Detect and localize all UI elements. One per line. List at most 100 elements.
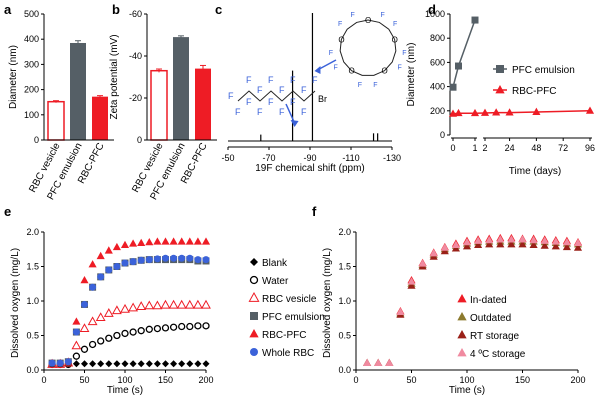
pfob-fluorine-label: F: [246, 97, 252, 107]
x-tick-label: 0: [450, 143, 455, 153]
x-tick-label: 100: [117, 375, 132, 385]
data-point: [145, 360, 153, 368]
data-point: [176, 299, 187, 309]
data-point: [145, 256, 153, 264]
data-point: [192, 299, 203, 309]
data-point: [72, 352, 81, 360]
y-axis-label: Diameter (nm): [8, 45, 19, 109]
data-point: [64, 358, 72, 366]
data-point: [462, 242, 472, 250]
data-point: [80, 345, 89, 353]
pfob-fluorine-label: F: [279, 107, 285, 117]
data-point: [87, 316, 98, 326]
x-axis-label: 19F chemical shift (ppm): [255, 163, 364, 174]
x-axis-label: Time (days): [509, 166, 561, 177]
x-tick-label: 0: [353, 375, 358, 385]
y-tick-label: 300: [24, 59, 39, 69]
pfob-fluorine-label: F: [257, 107, 263, 117]
data-point: [169, 323, 178, 331]
x-tick-label: -90: [303, 153, 316, 163]
legend-marker: [250, 258, 258, 266]
data-point: [153, 360, 161, 368]
crown-ring: [339, 19, 397, 76]
data-point: [112, 242, 121, 251]
data-point: [97, 273, 105, 281]
data-point: [161, 237, 170, 245]
legend-label: RT storage: [470, 331, 520, 342]
data-point: [88, 340, 97, 349]
data-point: [518, 235, 527, 243]
pfob-fluorine-label: F: [279, 85, 285, 95]
data-point: [202, 360, 210, 368]
data-point: [485, 235, 494, 244]
data-point: [152, 300, 163, 310]
data-point: [153, 237, 162, 245]
data-point: [169, 237, 178, 245]
data-point: [449, 83, 457, 91]
data-point: [89, 360, 97, 368]
pfob-bromine-label: Br: [318, 94, 327, 104]
legend-marker: [249, 329, 259, 338]
data-point: [170, 254, 178, 262]
y-tick-label: 0: [440, 130, 445, 140]
crown-fluorine-label: F: [333, 65, 337, 72]
y-tick-label: 2.0: [338, 227, 351, 237]
y-tick-label: 1.5: [338, 262, 351, 272]
legend-marker: [457, 312, 467, 321]
x-tick-label: 50: [79, 375, 89, 385]
data-point: [177, 237, 186, 245]
data-point: [120, 240, 130, 249]
data-point: [396, 307, 405, 315]
legend-marker: [457, 348, 467, 357]
pfob-arrow: [285, 103, 296, 124]
y-tick-label: -60: [129, 9, 142, 19]
data-point: [505, 108, 514, 116]
data-point: [474, 240, 483, 249]
data-point: [193, 237, 202, 245]
crown-arrow: [317, 59, 337, 71]
data-point: [80, 275, 89, 284]
data-point: [385, 358, 394, 367]
data-point: [202, 322, 210, 330]
data-point: [162, 360, 169, 368]
crown-fluorine-label: F: [338, 21, 342, 28]
x-tick-label: 2: [482, 143, 487, 153]
legend-marker: [249, 275, 259, 285]
legend-marker: [496, 65, 504, 73]
data-point: [363, 358, 372, 367]
data-point: [448, 109, 458, 117]
data-point: [202, 256, 210, 264]
data-point: [573, 243, 583, 251]
legend-label: PFC emulsion: [262, 312, 325, 323]
data-point: [185, 237, 194, 245]
data-point: [97, 337, 105, 345]
legend-label: In-dated: [470, 295, 507, 306]
x-tick-label: 1: [472, 143, 477, 153]
data-point: [573, 238, 583, 246]
legend-marker: [495, 85, 505, 94]
data-point: [105, 266, 113, 274]
pfob-fluorine-label: F: [257, 85, 263, 95]
data-point: [429, 249, 438, 257]
x-tick-label: -50: [221, 153, 234, 163]
data-point: [104, 246, 113, 254]
y-tick-label: 0.5: [26, 331, 39, 341]
y-tick-label: 500: [24, 9, 39, 19]
data-point: [562, 238, 571, 246]
pfob-fluorine-label: F: [268, 75, 274, 85]
data-point: [518, 240, 527, 248]
y-tick-label: 0: [34, 135, 39, 145]
data-point: [137, 327, 145, 335]
data-point: [88, 260, 97, 268]
x-tick-label: 48: [531, 143, 541, 153]
data-point: [72, 317, 81, 325]
pfob-fluorine-label: F: [301, 85, 307, 95]
y-tick-label: 1.0: [338, 296, 351, 306]
data-point: [585, 106, 595, 114]
pfob-fluorine-label: F: [290, 75, 296, 85]
data-point: [540, 241, 549, 249]
panel-label: e: [4, 204, 11, 219]
data-point: [81, 300, 88, 308]
crown-oxygen-label: O: [349, 67, 355, 76]
data-point: [496, 235, 505, 243]
